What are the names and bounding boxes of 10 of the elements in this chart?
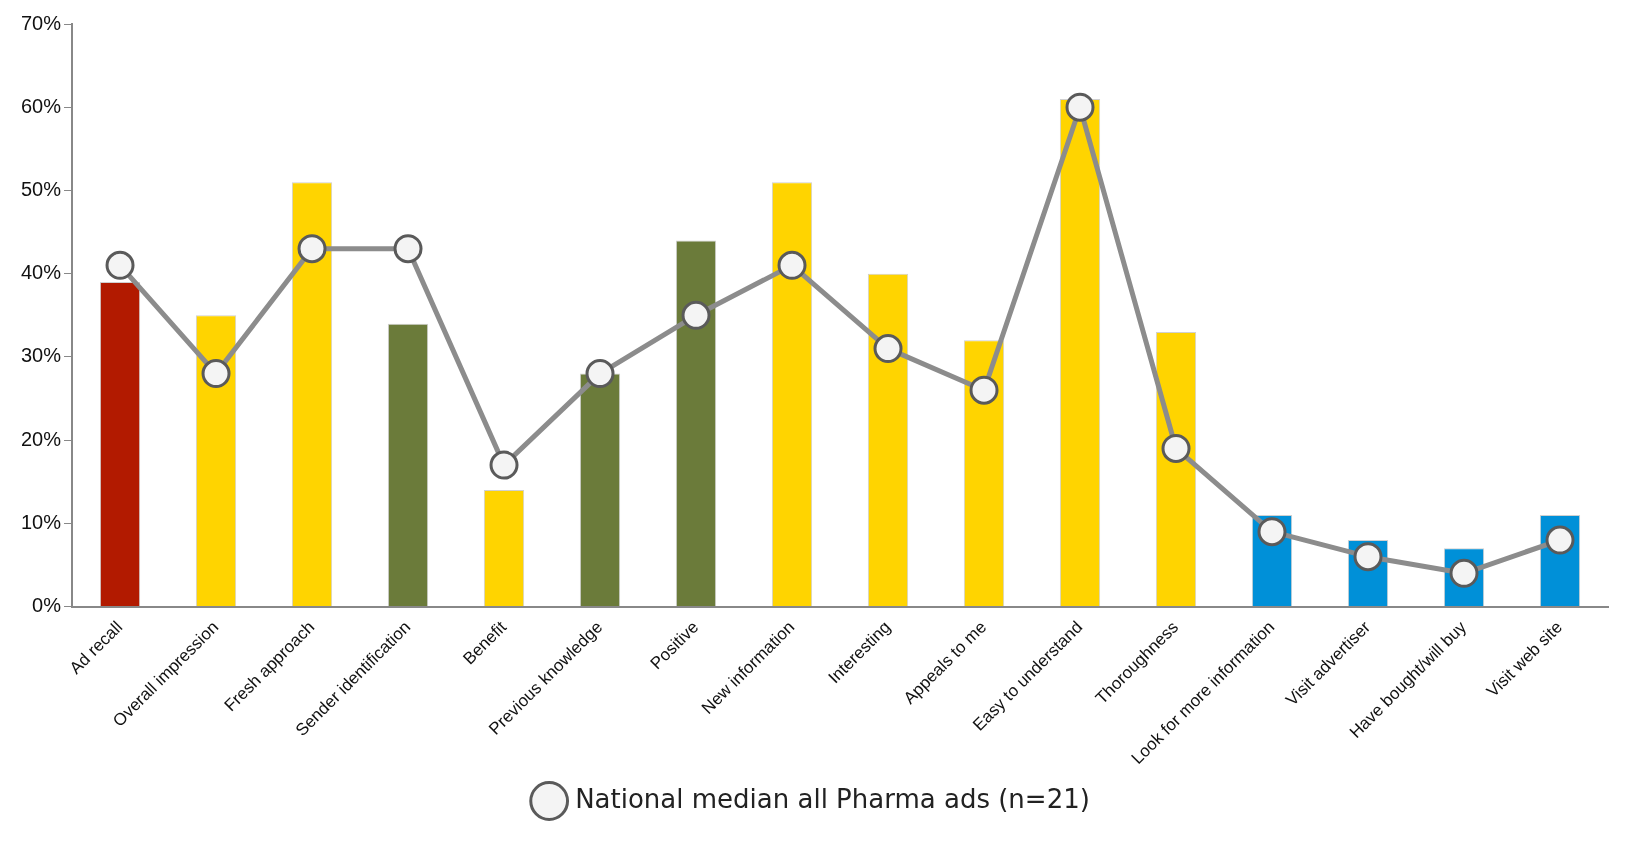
y-tick-label: 30% (21, 344, 62, 367)
legend-label: National median all Pharma ads (n=21) (575, 783, 1090, 814)
y-tick-label: 50% (21, 177, 62, 200)
y-tick-label: 40% (21, 261, 62, 284)
y-tick-label: 70% (21, 11, 62, 34)
y-tick-label: 20% (21, 427, 62, 450)
x-tick-label: Visit web site (1482, 617, 1567, 701)
y-tick-label: 0% (32, 594, 62, 617)
y-tick-label: 60% (21, 94, 62, 117)
y-tick-label: 10% (21, 510, 62, 533)
